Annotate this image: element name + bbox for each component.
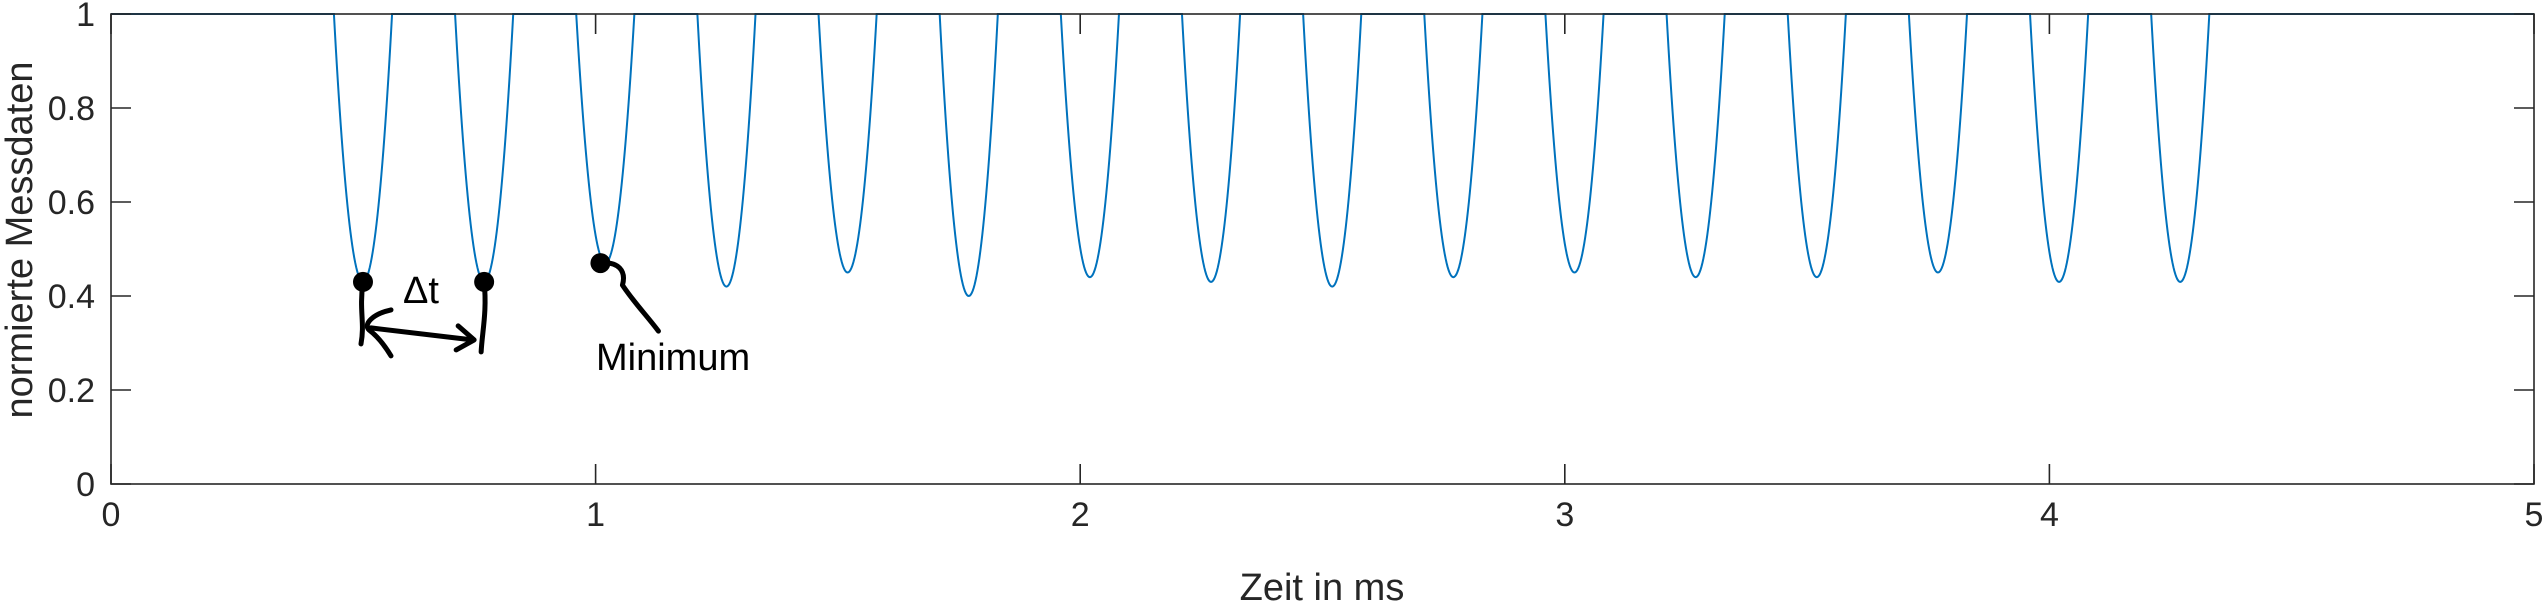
y-tick-label: 0.6 <box>48 184 95 222</box>
delta-t-right-line <box>478 279 488 355</box>
x-axis-title: Zeit in ms <box>1240 567 1405 608</box>
x-tick-label: 4 <box>2040 496 2059 534</box>
y-tick-label: 0.2 <box>48 372 95 410</box>
y-tick-label: 1 <box>76 0 95 34</box>
y-tick-label: 0.8 <box>48 90 95 128</box>
axes-box <box>110 13 2535 485</box>
y-tick-label: 0.4 <box>48 278 95 316</box>
delta-t-arrow-head-left <box>364 307 394 359</box>
x-tick-label: 0 <box>102 496 121 534</box>
x-tick-label: 5 <box>2525 496 2543 534</box>
x-tick-label: 1 <box>586 496 605 534</box>
x-tick-label: 3 <box>1555 496 1574 534</box>
axes <box>110 13 2535 485</box>
y-axis-title: normierte Messdaten <box>0 62 41 419</box>
delta-t-arrow-head-right <box>453 323 477 353</box>
minimum-label: Minimum <box>596 337 750 379</box>
y-tick-label: 0 <box>76 466 95 504</box>
series-line-0 <box>111 13 2534 298</box>
annotations <box>352 253 661 359</box>
delta-t-label: Δt <box>403 270 439 312</box>
minimum-leader-line <box>597 260 661 334</box>
tick-labels: 0 1 2 3 4 5 0 0.2 0.4 0.6 0.8 1 <box>48 0 2543 534</box>
delta-t-arrow-shaft <box>368 325 475 343</box>
x-tick-label: 2 <box>1071 496 1090 534</box>
delta-t-left-line <box>358 279 366 347</box>
plot-area <box>111 13 2534 298</box>
